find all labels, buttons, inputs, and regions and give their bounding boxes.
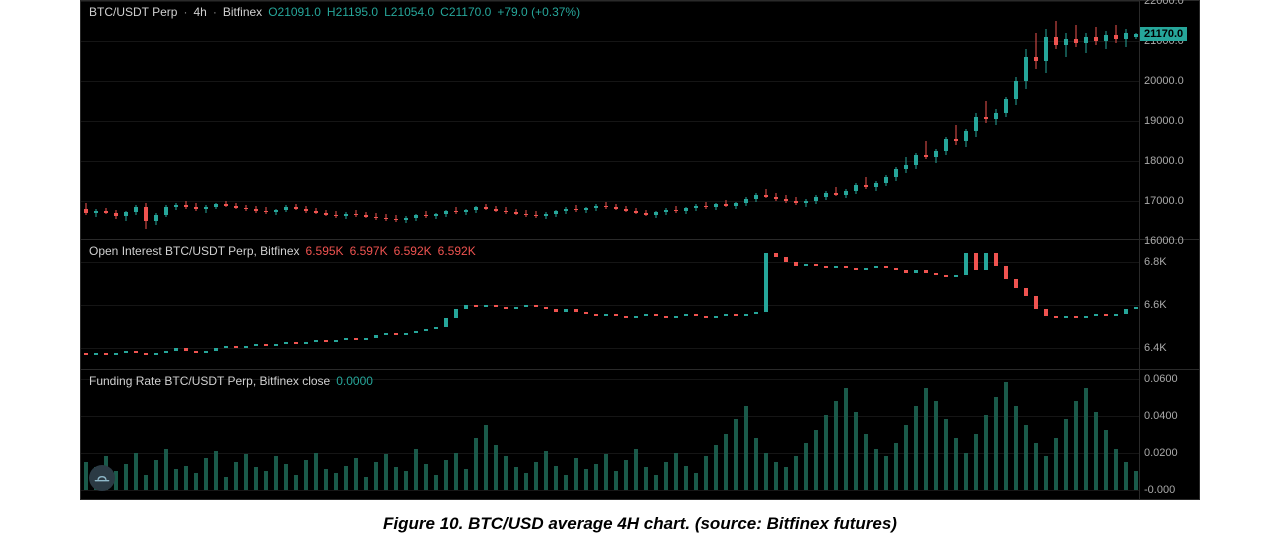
oi-val-1: 6.597K [350, 244, 388, 258]
ohlc-change: +79.0 (+0.37%) [497, 5, 580, 19]
fr-title: Funding Rate BTC/USDT Perp, Bitfinex clo… [89, 374, 330, 388]
oi-ytick: 6.8K [1144, 256, 1167, 268]
price-header: BTC/USDT Perp · 4h · Bitfinex O21091.0 H… [89, 5, 580, 19]
price-panel: BTC/USDT Perp · 4h · Bitfinex O21091.0 H… [81, 1, 1199, 240]
fr-value: 0.0000 [336, 374, 373, 388]
chart-container: BTC/USDT Perp · 4h · Bitfinex O21091.0 H… [80, 0, 1200, 500]
oi-ytick: 6.6K [1144, 299, 1167, 311]
ohlc-open: O21091.0 [268, 5, 321, 19]
figure-caption: Figure 10. BTC/USD average 4H chart. (so… [383, 514, 897, 534]
fr-ytick: 0.0400 [1144, 410, 1178, 422]
price-ytick: 20000.0 [1144, 75, 1184, 87]
fr-ytick: 0.0200 [1144, 447, 1178, 459]
oi-plot-area[interactable]: Open Interest BTC/USDT Perp, Bitfinex 6.… [81, 240, 1139, 368]
fr-header: Funding Rate BTC/USDT Perp, Bitfinex clo… [89, 374, 373, 388]
oi-title: Open Interest BTC/USDT Perp, Bitfinex [89, 244, 300, 258]
fr-ytick: 0.0600 [1144, 373, 1178, 385]
price-ytick: 19000.0 [1144, 115, 1184, 127]
ohlc-low: L21054.0 [384, 5, 434, 19]
open-interest-panel: Open Interest BTC/USDT Perp, Bitfinex 6.… [81, 240, 1199, 369]
oi-y-axis: 6.4K 6.6K 6.8K [1139, 240, 1199, 368]
price-ytick: 17000.0 [1144, 195, 1184, 207]
exchange: Bitfinex [223, 5, 262, 19]
fr-y-axis: -0.000 0.0200 0.0400 0.0600 [1139, 370, 1199, 499]
price-y-axis: 16000.017000.018000.019000.020000.021000… [1139, 1, 1199, 239]
ohlc-high: H21195.0 [327, 5, 378, 19]
price-ytick: 18000.0 [1144, 155, 1184, 167]
fr-ytick: -0.000 [1144, 484, 1175, 496]
oi-header: Open Interest BTC/USDT Perp, Bitfinex 6.… [89, 244, 476, 258]
symbol[interactable]: BTC/USDT Perp [89, 5, 177, 19]
oi-val-0: 6.595K [306, 244, 344, 258]
provider-logo-icon[interactable] [89, 465, 115, 491]
funding-rate-panel: Funding Rate BTC/USDT Perp, Bitfinex clo… [81, 370, 1199, 499]
oi-val-3: 6.592K [438, 244, 476, 258]
price-plot-area[interactable]: BTC/USDT Perp · 4h · Bitfinex O21091.0 H… [81, 1, 1139, 239]
oi-val-2: 6.592K [394, 244, 432, 258]
interval[interactable]: 4h [193, 5, 206, 19]
ohlc-close: C21170.0 [440, 5, 491, 19]
price-ytick: 22000.0 [1144, 0, 1184, 7]
oi-ytick: 6.4K [1144, 342, 1167, 354]
last-price-badge: 21170.0 [1140, 27, 1187, 41]
fr-plot-area[interactable]: Funding Rate BTC/USDT Perp, Bitfinex clo… [81, 370, 1139, 499]
